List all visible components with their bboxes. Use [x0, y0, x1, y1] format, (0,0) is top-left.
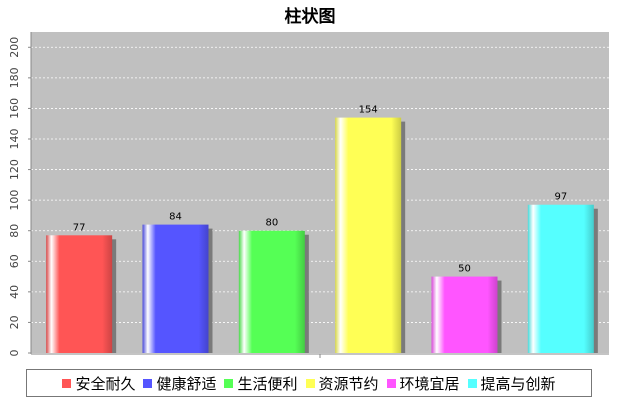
legend-swatch [467, 378, 477, 388]
legend-swatch [62, 378, 72, 388]
legend-label: 生活便利 [237, 374, 298, 393]
legend-label: 环境宜居 [399, 374, 460, 393]
data-label: 80 [265, 218, 278, 229]
legend-item: 生活便利 [224, 373, 298, 394]
bars: 77 84 80 154 50 97 [46, 105, 598, 353]
legend-item: 安全耐久 [62, 373, 135, 394]
y-tick-label: 200 [8, 37, 21, 58]
legend-swatch [305, 378, 315, 388]
y-tick-label: 60 [8, 254, 21, 268]
chart-title: 柱状图 [284, 7, 336, 27]
bar [142, 224, 209, 353]
y-tick-label: 80 [8, 224, 21, 238]
legend: 安全耐久 健康舒适 生活便利 资源节约 环境宜居 提高与创新 [26, 369, 592, 397]
data-label: 50 [458, 264, 471, 275]
legend-label: 提高与创新 [480, 374, 556, 393]
y-tick-label: 180 [8, 67, 21, 88]
legend-item: 健康舒适 [143, 373, 216, 394]
axes: 0 20 40 60 80 100 120 140 160 180 200 [8, 32, 609, 358]
y-tick-label: 100 [8, 190, 21, 211]
plot-area [31, 32, 609, 353]
y-tick-label: 120 [8, 159, 21, 180]
y-tick-label: 160 [8, 98, 21, 119]
legend-swatch [386, 378, 396, 388]
y-tick-label: 40 [8, 285, 21, 299]
legend-label: 安全耐久 [75, 374, 136, 393]
legend-label: 资源节约 [318, 374, 379, 393]
y-tick-label: 20 [8, 315, 21, 329]
data-label: 84 [169, 212, 182, 223]
legend-item: 环境宜居 [386, 373, 460, 394]
bar [238, 230, 305, 353]
data-label: 154 [359, 105, 378, 116]
legend-swatch [224, 378, 234, 388]
legend-swatch [143, 378, 153, 388]
legend-item: 提高与创新 [467, 373, 556, 394]
data-label: 77 [73, 222, 86, 233]
bar [46, 235, 113, 353]
legend-label: 健康舒适 [156, 374, 217, 393]
bar [527, 204, 594, 353]
legend-item: 资源节约 [305, 373, 379, 394]
y-tick-label: 0 [8, 350, 21, 357]
bar [431, 276, 498, 353]
y-tick-label: 140 [8, 129, 21, 150]
gridlines [31, 46, 609, 323]
bar [335, 117, 402, 353]
data-label: 97 [554, 192, 567, 203]
